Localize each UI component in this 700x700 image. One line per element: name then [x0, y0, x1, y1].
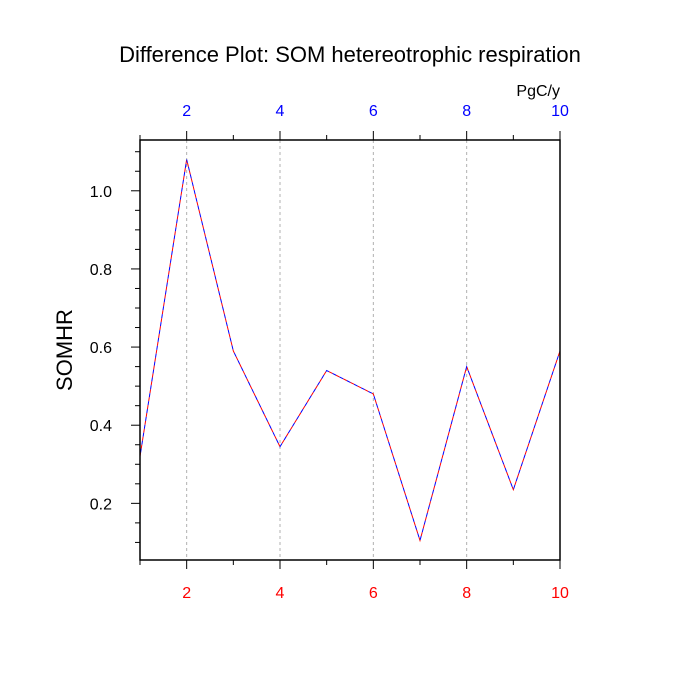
- series-layer: [139, 159, 561, 543]
- y-tick-label: 0.2: [90, 496, 112, 513]
- axes-layer: [131, 131, 561, 569]
- y-tick-label: 0.8: [90, 262, 112, 279]
- y-tick-label: 0.4: [90, 418, 112, 435]
- x-tick-label-top: 2: [182, 103, 191, 120]
- x-tick-label-top: 8: [462, 103, 471, 120]
- x-tick-label-bottom: 8: [462, 585, 471, 602]
- plot-frame: [139, 139, 561, 561]
- x-tick-label-top: 10: [551, 103, 569, 120]
- x-tick-label-bottom: 10: [551, 585, 569, 602]
- y-tick-label: 1.0: [90, 184, 112, 201]
- x-tick-label-bottom: 4: [276, 585, 285, 602]
- grid-layer: [186, 140, 561, 560]
- chart-title: Difference Plot: SOM hetereotrophic resp…: [119, 42, 581, 67]
- series-line-secondary: [139, 159, 561, 543]
- x-tick-label-top: 6: [369, 103, 378, 120]
- units-label: PgC/y: [516, 83, 560, 100]
- x-tick-label-top: 4: [276, 103, 285, 120]
- y-tick-label: 0.6: [90, 340, 112, 357]
- series-line-primary: [139, 159, 561, 543]
- x-tick-label-bottom: 2: [182, 585, 191, 602]
- y-axis-label: SOMHR: [52, 309, 77, 391]
- labels-layer: 2 2 4 4 6 6 8 8 10 10 0.2 0.4 0.6 0.8 1.0: [90, 103, 569, 602]
- x-tick-label-bottom: 6: [369, 585, 378, 602]
